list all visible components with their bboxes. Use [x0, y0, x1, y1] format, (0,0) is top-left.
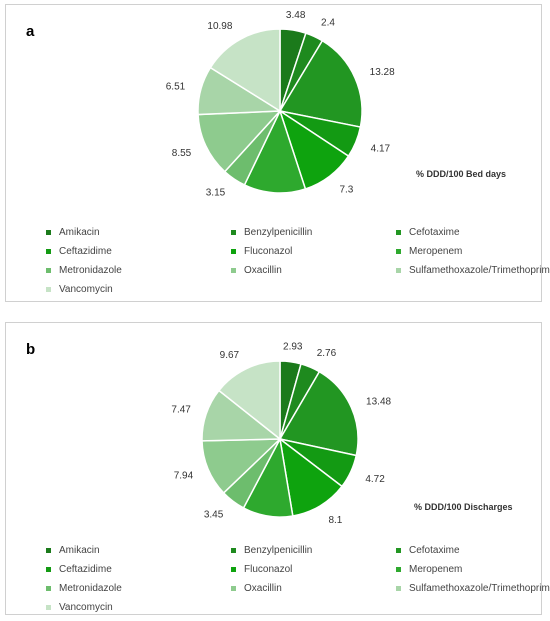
data-label-vancomycin: 10.98 — [207, 21, 232, 32]
pie-slice-vancomycin — [209, 28, 281, 113]
legend-item-sulfamethoxazole-trimethoprim: Sulfamethoxazole/Trimethoprim — [396, 583, 550, 594]
legend-swatch — [396, 548, 401, 553]
legend-label: Benzylpenicillin — [244, 545, 313, 556]
data-label-amikacin: 3.48 — [286, 10, 306, 21]
legend-swatch — [46, 268, 51, 273]
legend-swatch — [46, 605, 51, 610]
legend-swatch — [46, 548, 51, 553]
legend-swatch — [396, 268, 401, 273]
panel-letter-a: a — [26, 23, 35, 40]
legend-item-meropenem: Meropenem — [396, 246, 462, 257]
legend-swatch — [46, 230, 51, 235]
pie-chart-a: 3.48 2.4 13.28 4.17 7.3 8.27 3.15 8.55 6.51 10.98 — [166, 10, 395, 205]
chart-panel-b: b 2.932.7613.484.728.173.457.947.479.67 … — [5, 322, 550, 615]
legend-label: Vancomycin — [59, 284, 113, 295]
legend-item-benzylpenicillin: Benzylpenicillin — [231, 227, 312, 238]
legend-item-metronidazole: Metronidazole — [46, 583, 122, 594]
legend-label: Meropenem — [409, 246, 463, 257]
legend-b: Amikacin Benzylpenicillin Cefotaxime Ceftaz… — [46, 545, 550, 615]
legend-label: Oxacillin — [244, 583, 282, 594]
legend-label: Vancomycin — [59, 602, 113, 613]
legend-label: Ceftazidime — [59, 246, 112, 257]
legend-label: Cefotaxime — [409, 227, 460, 238]
data-label-sulfamethoxazole-trimethoprim: 6.51 — [166, 82, 186, 93]
legend-label: Benzylpenicillin — [244, 227, 313, 238]
legend-item-vancomycin: Vancomycin — [46, 602, 113, 613]
legend-swatch — [231, 586, 236, 591]
chart-panel-a: a 3.48 2.4 13.28 4.17 7.3 8.27 3.15 8.55 6.51 10.… — [5, 4, 550, 302]
legend-item-benzylpenicillin: Benzylpenicillin — [231, 545, 312, 556]
legend-item-ceftazidime: Ceftazidime — [46, 564, 112, 575]
legend-item-oxacillin: Oxacillin — [231, 265, 282, 276]
pie-slice-oxacillin — [197, 110, 282, 173]
legend-item-ceftazidime: Ceftazidime — [46, 246, 112, 257]
legend-item-cefotaxime: Cefotaxime — [396, 227, 460, 238]
legend-label: Sulfamethoxazole/Trimethoprim — [409, 265, 550, 276]
legend-swatch — [231, 268, 236, 273]
pie-slice-cefotaxime — [278, 370, 359, 457]
legend-swatch — [231, 567, 236, 572]
data-label-oxacillin: 8.55 — [172, 148, 192, 159]
data-label-sulfamethoxazole-trimethoprim: 7.47 — [171, 405, 191, 416]
data-label-oxacillin: 7.94 — [174, 471, 194, 482]
panel-letter-b: b — [26, 341, 36, 358]
legend-label: Meropenem — [409, 564, 463, 575]
legend-item-cefotaxime: Cefotaxime — [396, 545, 460, 556]
data-label-fluconazol: 8.1 — [328, 515, 342, 523]
metric-title-a: % DDD/100 Bed days — [416, 169, 507, 179]
data-label-meropenem: 8.27 — [264, 204, 284, 205]
legend-item-meropenem: Meropenem — [396, 564, 462, 575]
legend-label: Amikacin — [59, 545, 100, 556]
data-label-amikacin: 2.93 — [283, 341, 303, 352]
legend-label: Sulfamethoxazole/Trimethoprim — [409, 583, 550, 594]
data-label-metronidazole: 3.15 — [206, 188, 226, 199]
legend-swatch — [396, 586, 401, 591]
data-label-ceftazidime: 4.72 — [365, 474, 385, 485]
legend-item-fluconazol: Fluconazol — [231, 246, 292, 257]
legend-label: Metronidazole — [59, 583, 122, 594]
legend-swatch — [231, 249, 236, 254]
legend-swatch — [231, 230, 236, 235]
legend-label: Oxacillin — [244, 265, 282, 276]
data-label-vancomycin: 9.67 — [220, 350, 240, 361]
legend-swatch — [396, 567, 401, 572]
legend-swatch — [396, 249, 401, 254]
pie-slice-meropenem — [243, 108, 307, 194]
legend-swatch — [396, 230, 401, 235]
data-label-cefotaxime: 13.48 — [366, 397, 391, 408]
legend-label: Metronidazole — [59, 265, 122, 276]
legend-label: Fluconazol — [244, 564, 293, 575]
pie-slice-cefotaxime — [278, 39, 363, 128]
legend-item-oxacillin: Oxacillin — [231, 583, 282, 594]
data-label-ceftazidime: 4.17 — [371, 144, 391, 155]
legend-swatch — [46, 249, 51, 254]
legend-item-metronidazole: Metronidazole — [46, 265, 122, 276]
data-label-cefotaxime: 13.28 — [370, 67, 395, 78]
legend-a: Amikacin Benzylpenicillin Cefotaxime Ceftaz… — [46, 227, 550, 299]
data-label-benzylpenicillin: 2.4 — [321, 17, 335, 28]
legend-item-vancomycin: Vancomycin — [46, 284, 113, 295]
legend-swatch — [231, 548, 236, 553]
legend-label: Fluconazol — [244, 246, 293, 257]
data-label-fluconazol: 7.3 — [339, 184, 353, 195]
legend-label: Amikacin — [59, 227, 100, 238]
legend-swatch — [46, 287, 51, 292]
legend-label: Ceftazidime — [59, 564, 112, 575]
legend-swatch — [46, 567, 51, 572]
legend-item-sulfamethoxazole-trimethoprim: Sulfamethoxazole/Trimethoprim — [396, 265, 550, 276]
legend-swatch — [46, 586, 51, 591]
data-label-benzylpenicillin: 2.76 — [317, 348, 337, 359]
legend-item-fluconazol: Fluconazol — [231, 564, 292, 575]
data-label-metronidazole: 3.45 — [204, 509, 224, 520]
legend-item-amikacin: Amikacin — [46, 545, 100, 556]
metric-title-b: % DDD/100 Discharges — [414, 502, 513, 512]
pie-slice-vancomycin — [217, 360, 281, 441]
legend-item-amikacin: Amikacin — [46, 227, 100, 238]
legend-label: Cefotaxime — [409, 545, 460, 556]
